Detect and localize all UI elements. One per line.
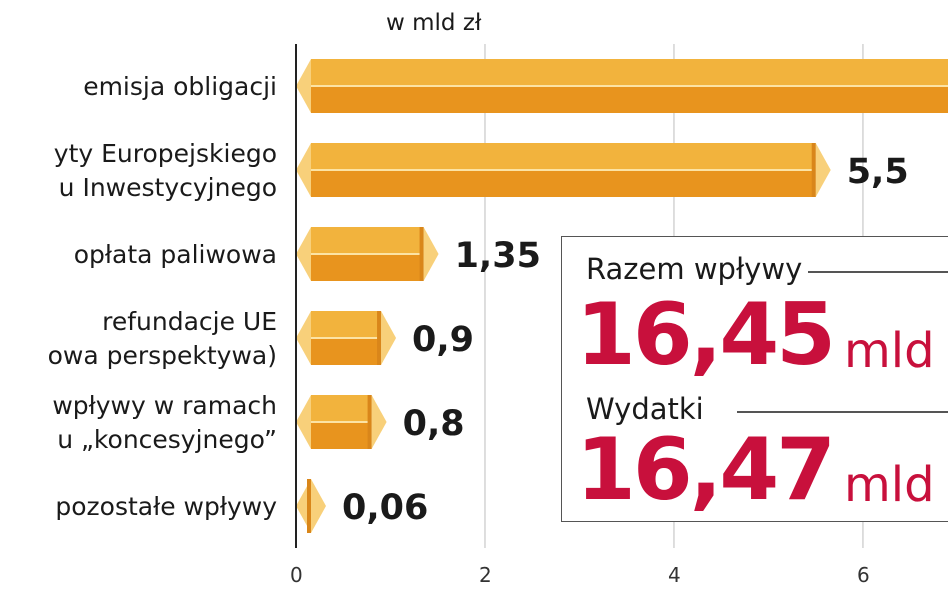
bar-end-edge — [367, 395, 372, 449]
bar-top-face — [311, 227, 424, 254]
bar-top-face — [311, 143, 816, 170]
category-label-line: wpływy w ramach — [52, 391, 277, 420]
bar-end-edge — [811, 143, 816, 197]
bar — [296, 311, 397, 365]
x-tick-label: 4 — [668, 563, 681, 587]
bar-bottom-face — [311, 338, 382, 365]
bar — [296, 143, 831, 197]
category-label-line: u „koncesyjnego” — [57, 425, 277, 454]
bar — [296, 227, 439, 281]
bar-base-cap — [296, 143, 311, 197]
bar-bottom-face — [311, 254, 424, 281]
bar-base-cap — [296, 395, 311, 449]
x-tick-labels: 0 2 4 6 — [290, 563, 870, 587]
income-caption: Razem wpływy — [586, 252, 809, 286]
category-label: yty Europejskiego u Inwestycyjnego — [54, 139, 277, 202]
category-label-line: yty Europejskiego — [54, 139, 277, 168]
bar-end-edge — [377, 311, 382, 365]
x-tick-label: 0 — [290, 563, 303, 587]
bar-end-cap — [371, 395, 387, 449]
value-label: 1,35 — [455, 236, 541, 276]
bar — [296, 479, 326, 533]
bar — [296, 395, 387, 449]
category-label-line: refundacje UE — [102, 307, 277, 336]
bar-top-face — [311, 311, 382, 338]
bar-end-cap — [815, 143, 831, 197]
category-label-line: opłata paliwowa — [74, 240, 277, 269]
bars — [296, 59, 948, 533]
bar-end-cap — [311, 479, 326, 533]
category-label-line: emisja obligacji — [83, 72, 277, 101]
x-tick-label: 2 — [479, 563, 492, 587]
expense-unit: mld — [844, 457, 935, 513]
category-label: wpływy w ramach u „koncesyjnego” — [52, 391, 277, 454]
bar-end-cap — [381, 311, 397, 365]
value-label: 0,06 — [342, 488, 428, 528]
income-caption-line — [802, 271, 948, 273]
bar-end-edge — [419, 227, 424, 281]
bar-base-cap — [296, 59, 311, 113]
bar-end-cap — [423, 227, 439, 281]
bar-top-face — [311, 59, 948, 86]
income-unit: mld — [844, 323, 935, 379]
category-label: emisja obligacji — [83, 72, 277, 101]
income-value: 16,45 — [576, 285, 836, 385]
value-label: 5,5 — [847, 152, 909, 192]
bar-bottom-face — [311, 422, 372, 449]
expense-value: 16,47 — [576, 420, 836, 520]
bar-top-face — [311, 395, 372, 422]
value-label: 0,8 — [403, 404, 465, 444]
bar-bottom-face — [311, 170, 816, 197]
value-label: 0,9 — [412, 320, 474, 360]
x-tick-label: 6 — [857, 563, 870, 587]
bar-bottom-face — [311, 86, 948, 113]
category-labels: emisja obligacji yty Europejskiego u Inwes… — [48, 72, 278, 521]
bar-base-cap — [296, 227, 311, 281]
unit-label: w mld zł — [386, 10, 482, 36]
category-label-line: u Inwestycyjnego — [59, 173, 277, 202]
category-label-line: pozostałe wpływy — [55, 492, 277, 521]
category-label: opłata paliwowa — [74, 240, 277, 269]
expense-caption-line — [737, 411, 948, 413]
category-label: pozostałe wpływy — [55, 492, 277, 521]
value-labels: 5,5 1,35 0,9 0,8 0,06 — [342, 152, 909, 528]
bar-end-edge — [307, 479, 311, 533]
bar-base-cap — [296, 311, 311, 365]
category-label-line: owa perspektywa) — [48, 341, 277, 370]
expense-caption: Wydatki — [586, 392, 710, 426]
bar — [296, 59, 948, 113]
category-label: refundacje UE owa perspektywa) — [48, 307, 277, 370]
summary-box: Razem wpływy 16,45 mld Wydatki 16,47 mld — [561, 236, 948, 522]
